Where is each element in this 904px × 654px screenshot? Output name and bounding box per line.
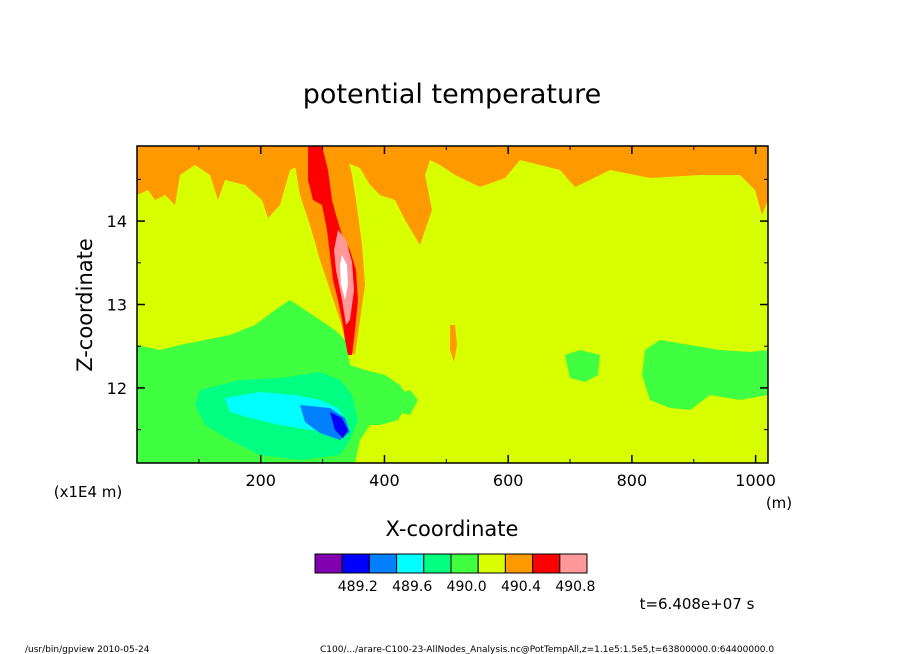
y-tick-label: 12 <box>107 379 127 398</box>
orange-streak <box>450 325 457 362</box>
y-axis: 12 13 14 <box>107 178 768 431</box>
x-tick-label: 200 <box>245 471 276 490</box>
x-unit-label: (m) <box>766 494 792 512</box>
colorbar-swatch <box>504 553 534 574</box>
colorbar-swatch <box>314 553 343 574</box>
contour-shapes <box>137 146 768 463</box>
colorbar-label: 489.6 <box>392 579 432 595</box>
footer-left: /usr/bin/gpview 2010-05-24 <box>25 645 150 654</box>
colorbar-label: 489.2 <box>338 579 378 595</box>
x-tick-label: 600 <box>493 471 524 490</box>
y-tick-label: 14 <box>107 212 127 231</box>
plot-area <box>137 146 768 463</box>
y-axis-label: Z-coordinate <box>73 238 97 372</box>
green-streaks <box>395 390 418 415</box>
x-tick-label: 400 <box>369 471 400 490</box>
x-axis: 200 400 600 800 1000 <box>198 146 776 490</box>
footer-right: C100/.../arare-C100-23-AllNodes_Analysis… <box>320 645 774 654</box>
y-tick-label: 13 <box>107 296 127 315</box>
colorbar-swatch <box>341 553 370 574</box>
colorbar-swatch <box>477 553 506 574</box>
colorbar-label: 490.0 <box>447 579 487 595</box>
colorbar-swatch <box>396 553 425 574</box>
colorbar-swatch <box>368 553 398 574</box>
colorbar-labels: 489.2 489.6 490.0 490.4 490.8 <box>338 579 596 595</box>
colorbar-swatch <box>532 553 561 574</box>
white-core <box>340 255 348 300</box>
colorbar-swatch <box>559 553 588 574</box>
orange-top-band <box>137 146 768 245</box>
x-tick-label: 1000 <box>735 471 776 490</box>
colorbar-label: 490.8 <box>555 579 595 595</box>
colorbar-swatch <box>423 553 452 574</box>
colorbar-label: 490.4 <box>501 579 541 595</box>
x-axis-label: X-coordinate <box>386 517 519 541</box>
blue-patch <box>330 412 348 438</box>
x-tick-label: 800 <box>617 471 648 490</box>
colorbar-swatch <box>450 553 479 574</box>
chart-title: potential temperature <box>303 79 601 110</box>
time-label: t=6.408e+07 s <box>640 595 755 613</box>
y-multiplier-label: (x1E4 m) <box>54 483 123 501</box>
green-patch-right <box>642 340 768 410</box>
green-patch-mid <box>565 350 600 382</box>
colorbar <box>314 553 588 574</box>
